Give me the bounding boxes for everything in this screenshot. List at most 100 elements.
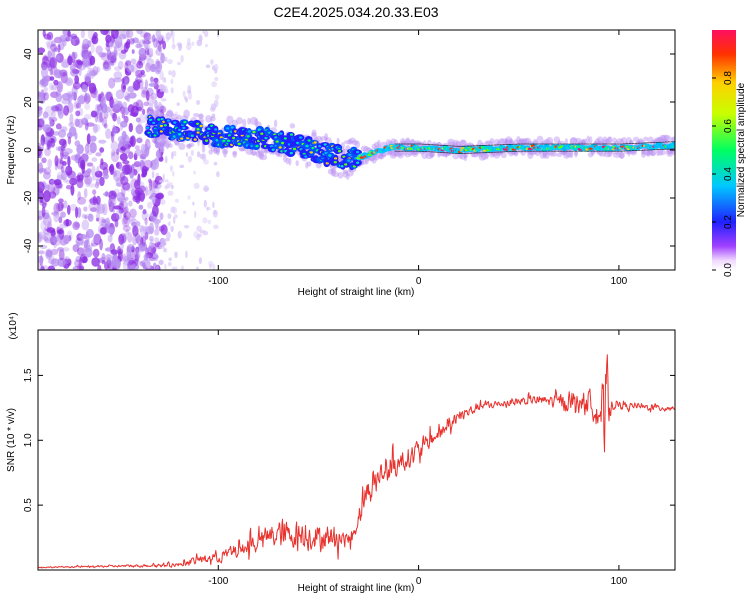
- ridge-edge: [613, 143, 617, 145]
- noise-blob: [115, 49, 119, 56]
- ridge-halo: [539, 150, 546, 159]
- ridge-edge: [460, 153, 464, 154]
- noise-blob: [66, 230, 73, 242]
- noise-blob: [123, 212, 127, 218]
- ridge-core: [182, 126, 186, 130]
- ridge-core: [269, 145, 274, 148]
- ridge-edge: [490, 144, 494, 146]
- ridge-halo: [605, 138, 610, 145]
- noise-blob: [38, 105, 43, 117]
- noise-blob: [216, 171, 220, 178]
- noise-blob: [55, 92, 63, 103]
- ridge-core: [356, 150, 360, 154]
- ridge-edge: [571, 150, 575, 152]
- ridge-halo: [306, 161, 312, 167]
- noise-blob: [53, 202, 60, 214]
- ridge-edge: [568, 150, 572, 152]
- noise-blob: [81, 56, 91, 67]
- noise-blob: [139, 159, 144, 166]
- noise-blob: [208, 260, 214, 267]
- ridge-halo: [493, 150, 501, 159]
- ridge-edge: [535, 143, 539, 145]
- snr-x-axis-label: Height of straight line (km): [298, 583, 415, 594]
- noise-blob: [51, 84, 58, 91]
- noise-blob: [103, 123, 108, 129]
- noise-blob: [110, 140, 119, 152]
- ridge-core: [305, 144, 309, 148]
- noise-blob: [134, 248, 141, 260]
- noise-blob: [176, 61, 182, 66]
- noise-blob: [65, 184, 72, 190]
- ridge-edge: [430, 144, 434, 146]
- noise-blob: [55, 202, 63, 212]
- noise-blob: [160, 98, 167, 102]
- ridge-halo: [288, 157, 292, 166]
- noise-blob: [109, 163, 115, 176]
- noise-blob: [213, 224, 219, 230]
- noise-blob: [91, 257, 100, 267]
- noise-blob: [75, 206, 79, 219]
- noise-blob: [89, 70, 98, 76]
- ridge-halo: [404, 150, 412, 158]
- ridge-halo: [516, 136, 521, 144]
- noise-blob: [107, 52, 117, 64]
- noise-blob: [81, 219, 90, 231]
- ridge-edge: [650, 149, 653, 151]
- noise-blob: [117, 60, 124, 70]
- noise-blob: [162, 77, 167, 83]
- noise-blob: [81, 117, 88, 125]
- ridge-edge: [650, 142, 653, 144]
- ridge-halo: [452, 139, 460, 146]
- noise-blob: [38, 231, 47, 240]
- ridge-halo: [337, 172, 344, 179]
- noise-blob: [47, 50, 52, 59]
- ridge-edge: [526, 150, 530, 152]
- noise-blob: [135, 69, 143, 79]
- noise-blob: [156, 192, 165, 200]
- noise-blob: [187, 91, 193, 100]
- ridge-edge: [439, 152, 443, 153]
- ridge-edge: [625, 143, 629, 145]
- noise-blob: [164, 263, 167, 270]
- noise-blob: [173, 214, 178, 219]
- ridge-edge: [403, 150, 407, 152]
- noise-blob: [142, 108, 146, 115]
- noise-blob: [136, 30, 143, 35]
- noise-blob: [78, 233, 87, 240]
- noise-blob: [127, 243, 135, 251]
- ridge-halo: [170, 113, 179, 120]
- noise-blob: [136, 235, 144, 246]
- ridge-edge: [574, 143, 578, 145]
- snr-plot-area: [38, 330, 675, 570]
- noise-blob: [97, 264, 102, 270]
- noise-blob: [197, 139, 200, 147]
- noise-blob: [149, 235, 154, 242]
- noise-blob: [84, 215, 88, 220]
- ridge-edge: [544, 143, 548, 145]
- noise-blob: [104, 247, 113, 252]
- noise-blob: [44, 184, 50, 191]
- noise-blob: [152, 41, 155, 45]
- ridge-edge: [442, 152, 446, 153]
- ridge-halo: [381, 152, 387, 158]
- ridge-core: [226, 127, 230, 130]
- ridge-halo: [504, 138, 508, 144]
- noise-blob: [41, 202, 47, 208]
- noise-blob: [69, 63, 76, 71]
- noise-blob: [149, 222, 155, 235]
- ridge-edge: [403, 143, 407, 145]
- noise-blob: [40, 117, 45, 128]
- ridge-edge: [451, 145, 455, 147]
- ridge-edge: [665, 141, 668, 143]
- noise-blob: [47, 182, 56, 194]
- noise-blob: [196, 100, 201, 105]
- noise-blob: [110, 150, 116, 157]
- ridge-edge: [668, 141, 671, 143]
- noise-blob: [151, 185, 160, 195]
- noise-blob: [86, 122, 95, 127]
- noise-blob: [63, 256, 71, 265]
- ridge-halo: [232, 150, 238, 156]
- ridge-halo: [188, 142, 195, 147]
- y-tick-label: -40: [23, 238, 34, 253]
- noise-blob: [155, 31, 160, 37]
